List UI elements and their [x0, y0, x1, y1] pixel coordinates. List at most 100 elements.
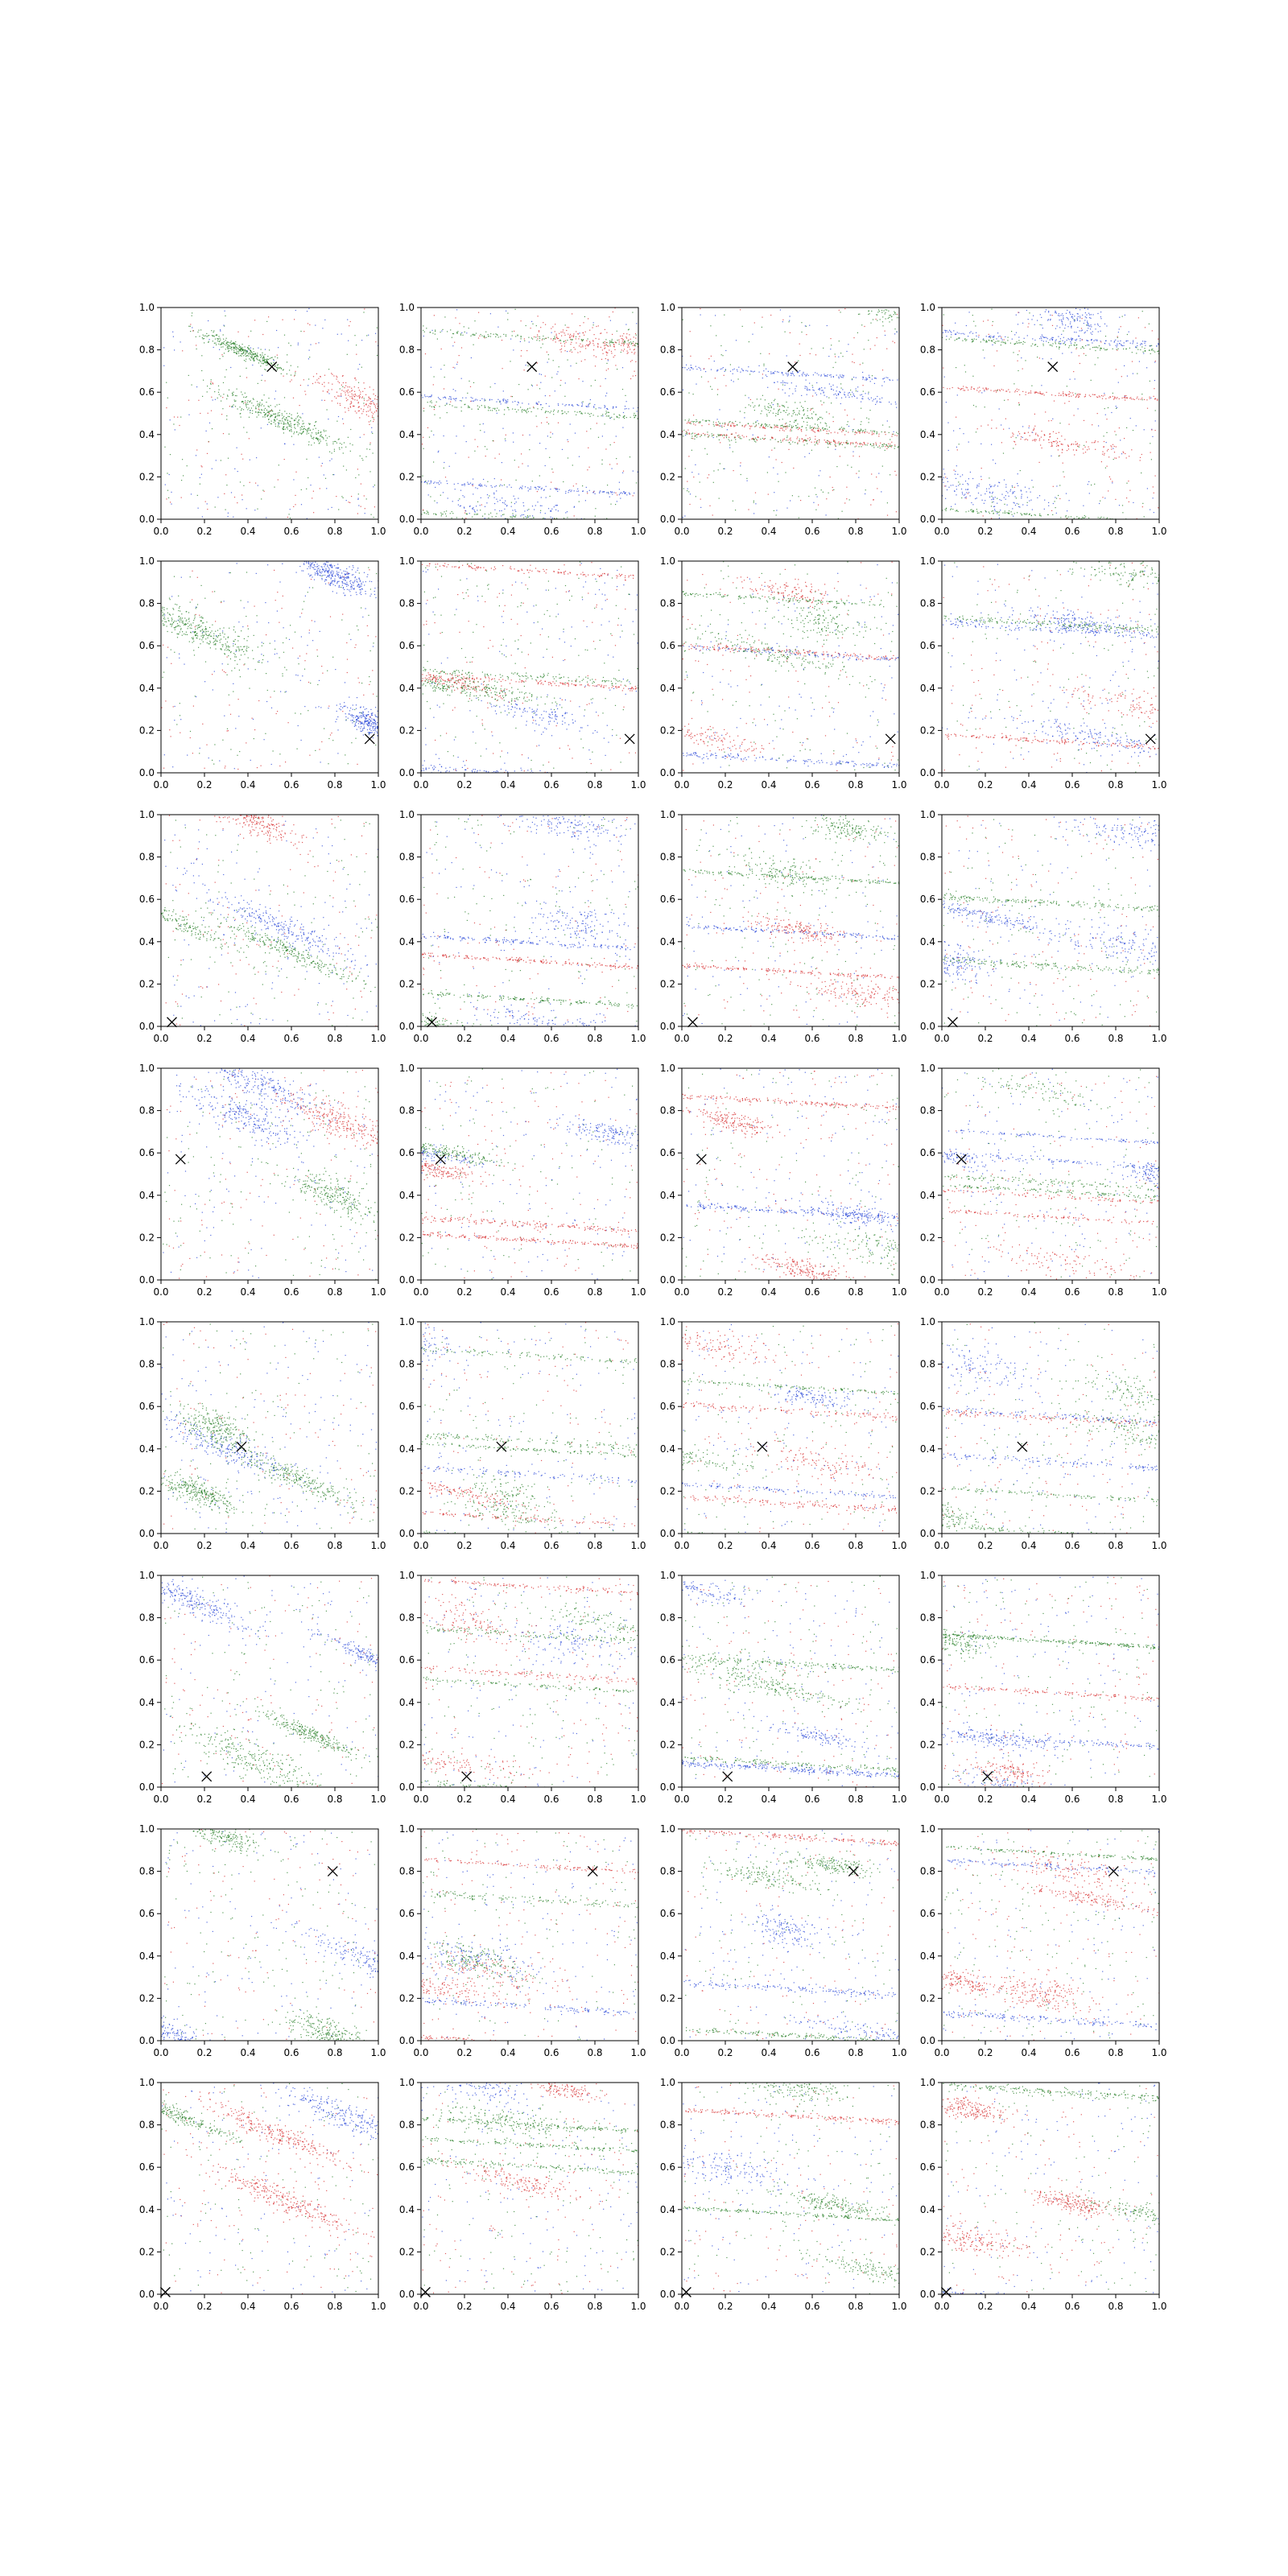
scatter-point: [895, 403, 897, 405]
scatter-point: [1068, 516, 1070, 518]
scatter-point: [1049, 436, 1051, 438]
scatter-point: [972, 510, 975, 512]
scatter-point: [237, 348, 238, 349]
scatter-point: [886, 309, 888, 311]
scatter-point: [490, 512, 492, 514]
scatter-point: [364, 308, 365, 310]
scatter-point: [1001, 442, 1002, 444]
scatter-point: [840, 376, 841, 378]
scatter-point: [1113, 445, 1115, 448]
scatter-point: [584, 345, 586, 347]
scatter-point: [757, 436, 758, 438]
scatter-point: [611, 341, 613, 343]
scatter-point: [735, 420, 737, 423]
scatter-point: [456, 363, 458, 365]
scatter-point: [969, 332, 971, 334]
scatter-point: [1095, 346, 1096, 348]
scatter-point: [1099, 502, 1100, 505]
scatter-point: [537, 485, 539, 488]
scatter-point: [262, 357, 264, 359]
scatter-point: [568, 336, 571, 338]
scatter-point: [546, 411, 547, 412]
scatter-point: [289, 413, 291, 415]
scatter-point: [240, 349, 242, 350]
scatter-point: [835, 356, 836, 357]
scatter-point: [234, 406, 237, 407]
scatter-point: [784, 392, 786, 394]
scatter-point: [496, 498, 497, 500]
scatter-point: [801, 394, 803, 396]
scatter-point: [789, 388, 791, 390]
scatter-point: [861, 324, 863, 326]
scatter-point: [349, 502, 351, 503]
scatter-point: [444, 405, 446, 407]
scatter-point: [1010, 436, 1012, 438]
scatter-point: [555, 333, 557, 335]
scatter-point: [278, 347, 279, 349]
scatter-point: [376, 408, 378, 410]
scatter-point: [320, 465, 322, 467]
scatter-point: [1116, 457, 1117, 459]
scatter-point: [557, 338, 559, 340]
scatter-point: [608, 345, 609, 347]
scatter-point: [829, 443, 831, 444]
scatter-point: [968, 441, 969, 443]
scatter-point: [480, 485, 481, 487]
scatter-point: [801, 374, 803, 375]
y-tick-label: 0.0: [660, 514, 675, 525]
scatter-point: [1090, 395, 1092, 398]
scatter-point: [635, 343, 637, 345]
scatter-point: [708, 420, 711, 422]
scatter-point: [842, 429, 844, 431]
scatter-point: [1030, 392, 1032, 394]
scatter-point: [890, 445, 892, 447]
scatter-point: [741, 325, 743, 327]
scatter-point: [260, 427, 262, 429]
scatter-point: [231, 349, 233, 351]
scatter-point: [787, 372, 789, 374]
scatter-point: [494, 503, 496, 505]
scatter-point: [363, 434, 365, 436]
scatter-point: [893, 433, 894, 435]
scatter-point: [864, 325, 865, 328]
scatter-point: [1028, 323, 1030, 324]
scatter-point: [1151, 349, 1153, 351]
scatter-point: [547, 361, 548, 363]
scatter-point: [552, 340, 554, 341]
scatter-point: [363, 495, 365, 497]
scatter-point: [211, 396, 213, 398]
scatter-point: [301, 426, 303, 427]
scatter-point: [1071, 352, 1072, 353]
scatter-point: [895, 474, 897, 476]
scatter-point: [1141, 506, 1143, 508]
scatter-point: [871, 431, 873, 433]
scatter-point: [1040, 436, 1042, 438]
scatter-point: [1062, 324, 1063, 325]
scatter-point: [492, 410, 493, 411]
scatter-point: [1016, 388, 1018, 390]
scatter-point: [1030, 499, 1032, 501]
scatter-point: [308, 441, 310, 443]
scatter-point: [1141, 453, 1142, 456]
scatter-point: [600, 332, 601, 334]
scatter-point: [321, 463, 323, 464]
scatter-point: [1094, 364, 1096, 365]
scatter-point: [222, 342, 224, 344]
scatter-point: [552, 326, 554, 328]
scatter-point: [561, 413, 563, 415]
scatter-point: [766, 415, 768, 417]
scatter-point: [189, 325, 191, 327]
scatter-point: [246, 350, 247, 352]
scatter-point: [301, 428, 303, 430]
scatter-point: [771, 436, 773, 438]
scatter-point: [966, 492, 968, 493]
scatter-point: [551, 377, 553, 378]
scatter-point: [271, 357, 273, 358]
scatter-point: [592, 324, 594, 326]
scatter-point: [636, 323, 638, 324]
scatter-point: [884, 334, 886, 336]
scatter-point: [1026, 309, 1027, 312]
scatter-point: [1077, 408, 1079, 410]
scatter-point: [309, 429, 311, 431]
scatter-point: [263, 357, 265, 358]
